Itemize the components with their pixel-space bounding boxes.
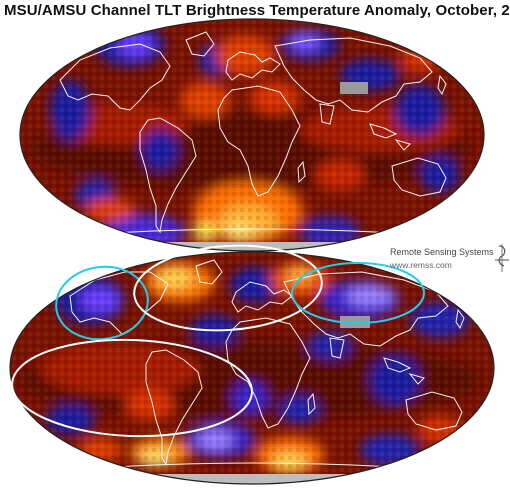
highlight-ellipse-north-america xyxy=(55,265,149,341)
highlight-ellipse-north-atlantic-europe xyxy=(133,244,323,332)
remss-logo-icon xyxy=(495,244,509,272)
bottom-globe-map xyxy=(9,251,495,485)
highlight-annotations xyxy=(11,244,425,438)
highlight-ellipse-pacific-south-america xyxy=(11,338,253,438)
highlight-ellipse-asia xyxy=(291,262,425,324)
credit-url[interactable]: www.remss.com xyxy=(390,260,452,270)
figure-title: MSU/AMSU Channel TLT Brightness Temperat… xyxy=(4,2,510,19)
credit-block: Remote Sensing Systems www.remss.com xyxy=(390,246,506,272)
top-globe-map xyxy=(19,18,485,252)
credit-org: Remote Sensing Systems xyxy=(390,247,494,257)
